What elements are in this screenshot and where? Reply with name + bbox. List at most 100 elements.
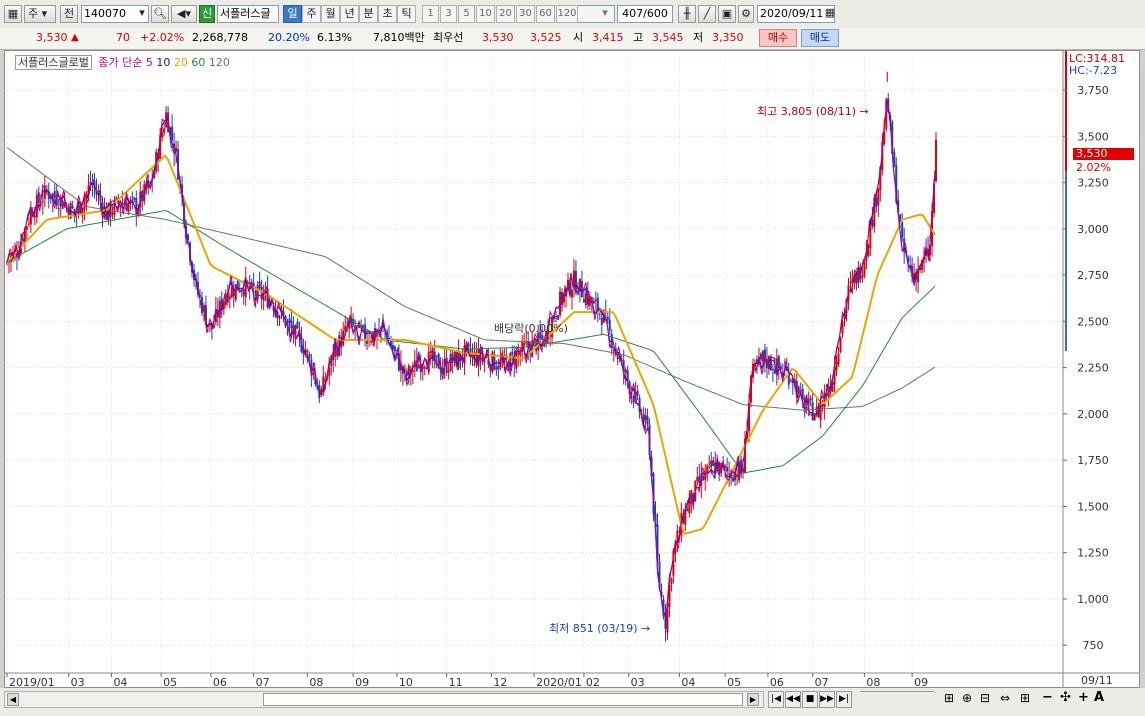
candle-body	[312, 372, 315, 376]
last-icon[interactable]: ▶|	[836, 691, 852, 708]
minus-icon[interactable]: −	[1042, 690, 1053, 705]
candle-body	[79, 202, 82, 215]
candle-body	[750, 375, 752, 403]
candle-body	[753, 362, 756, 368]
candle-body	[389, 339, 392, 347]
low-value: 3,350	[712, 31, 744, 44]
candle-body	[15, 253, 18, 258]
line-tool-icon[interactable]: ╱	[698, 5, 716, 23]
candle-body	[777, 356, 780, 369]
search-icon[interactable]: 🔍︎	[151, 5, 169, 23]
market-select[interactable]: 주 ▾	[24, 5, 56, 23]
scrollbar-track[interactable]: ◀ ▶	[4, 691, 764, 708]
candle-body	[566, 279, 569, 291]
candle-body	[594, 299, 597, 301]
plus-icon[interactable]: +	[1078, 690, 1089, 705]
interval-button-4[interactable]: 20	[496, 5, 515, 23]
price-chart[interactable]: 750 1,000 1,250 1,500 1,750 2,000 2,250 2,500 2,…	[5, 51, 1139, 687]
date-input[interactable]: 2020/09/11	[757, 5, 835, 23]
sell-button[interactable]: 매도	[801, 29, 839, 47]
zoom-icon[interactable]: ⊕	[962, 691, 973, 705]
stop-icon[interactable]: ■	[802, 691, 818, 708]
interval-button-2[interactable]: 5	[458, 5, 475, 23]
period-tab-1[interactable]: 주	[302, 5, 321, 23]
period-tab-4[interactable]: 분	[359, 5, 378, 23]
y-tick-label: 3,250	[1077, 177, 1109, 190]
candle-body	[851, 278, 854, 284]
candle-body	[119, 205, 122, 208]
rewind-icon[interactable]: ◀◀	[785, 691, 801, 708]
candle-body	[557, 315, 560, 320]
gear-icon[interactable]: ⚙	[738, 5, 754, 23]
first-icon[interactable]: |◀	[768, 691, 784, 708]
period-tab-6[interactable]: 틱	[397, 5, 416, 23]
legend-stock-name[interactable]: 서플러스글로벌	[15, 55, 92, 70]
candle-body	[791, 378, 794, 384]
period-tab-5[interactable]: 초	[378, 5, 397, 23]
candle-body	[501, 361, 504, 363]
period-tab-2[interactable]: 월	[321, 5, 340, 23]
candle-body	[815, 407, 818, 415]
candle-body	[632, 395, 635, 403]
candle-body	[493, 354, 496, 370]
calendar-icon[interactable]: ▦	[824, 6, 836, 19]
interval-button-1[interactable]: 3	[440, 5, 457, 23]
interval-button-3[interactable]: 10	[476, 5, 495, 23]
candle-body	[298, 329, 301, 335]
grid-icon[interactable]: ⊞	[1020, 691, 1031, 705]
candle-body	[660, 591, 663, 597]
scroll-left-icon[interactable]: ◀	[7, 693, 19, 706]
scrollbar-thumb[interactable]	[263, 693, 743, 706]
forward-icon[interactable]: ▶▶	[819, 691, 835, 708]
candle-body	[678, 531, 681, 533]
candle-body	[917, 269, 920, 283]
scroll-right-icon[interactable]: ▶	[747, 693, 759, 706]
candle-body	[356, 325, 359, 327]
best-label: 최우선	[433, 31, 464, 44]
candle-body	[451, 358, 454, 363]
candle-body	[202, 305, 205, 312]
candle-body	[513, 356, 516, 365]
move-icon[interactable]: ✣	[1060, 690, 1071, 705]
buy-button[interactable]: 매수	[759, 29, 797, 47]
candle-body	[49, 195, 52, 200]
interval-button-5[interactable]: 30	[516, 5, 535, 23]
candle-body	[787, 371, 790, 385]
stock-code-input[interactable]: 140070	[81, 5, 149, 23]
period-tab-3[interactable]: 년	[340, 5, 359, 23]
candle-body	[314, 375, 317, 385]
x-tick-label: 05	[163, 676, 177, 687]
candle-body	[300, 337, 303, 352]
candle-body	[592, 300, 595, 304]
chevron-down-icon[interactable]: ▾	[602, 6, 608, 19]
speaker-icon[interactable]: ◀▾	[171, 5, 197, 23]
layout-icon[interactable]: ▦	[4, 5, 22, 23]
candle-body	[23, 228, 26, 243]
count-field[interactable]: 407/600	[617, 5, 673, 23]
zoom-fit-icon[interactable]: ⊞	[944, 691, 955, 705]
candle-body	[497, 365, 500, 370]
candle-body	[469, 348, 472, 356]
x-tick-label: 03	[631, 676, 645, 687]
ruler-icon[interactable]: ⊟	[980, 691, 991, 705]
candle-body	[481, 357, 484, 363]
best-bid: 3,525	[530, 31, 562, 44]
candle-body	[246, 281, 249, 285]
sliders-icon[interactable]: ⇔	[1000, 691, 1011, 705]
candle-body	[771, 368, 774, 370]
candle-body	[61, 200, 64, 209]
interval-button-6[interactable]: 60	[536, 5, 555, 23]
candle-body	[789, 380, 792, 382]
candle-body	[73, 208, 76, 213]
candle-body	[143, 184, 146, 201]
interval-button-0[interactable]: 1	[422, 5, 439, 23]
candle-body	[740, 459, 743, 471]
candle-icon[interactable]: ╫	[678, 5, 696, 23]
interval-button-7[interactable]: 120	[556, 5, 578, 23]
save-icon[interactable]: ▣	[718, 5, 736, 23]
candle-body	[732, 477, 735, 482]
period-tab-0[interactable]: 일	[283, 5, 302, 23]
chevron-down-icon[interactable]: ▾	[139, 6, 145, 19]
text-tool-icon[interactable]: A	[1094, 690, 1105, 705]
prev-button[interactable]: 전	[60, 5, 78, 23]
